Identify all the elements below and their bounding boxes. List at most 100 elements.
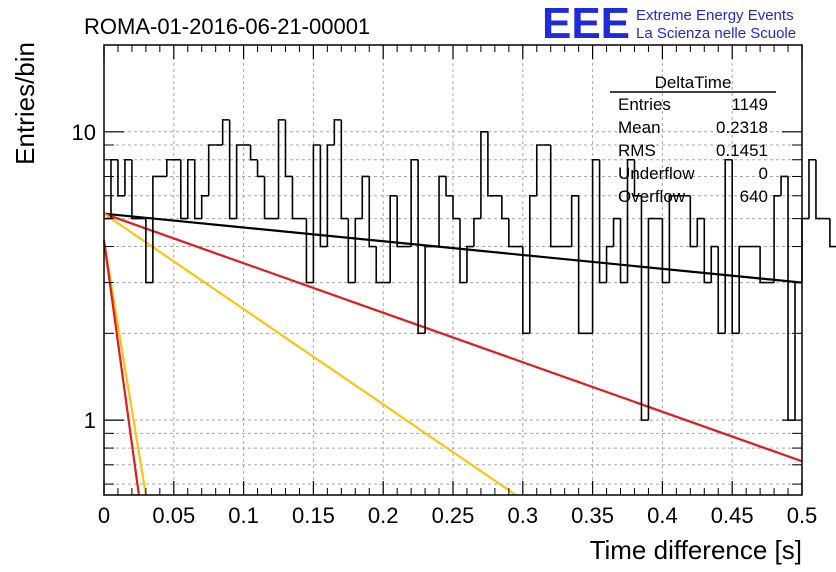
histogram-bin: [731, 159, 740, 335]
histogram-bin: [794, 281, 802, 421]
histogram-bin: [717, 246, 726, 335]
histogram-bin: [487, 131, 495, 197]
x-tick-label: 0.3: [508, 503, 539, 528]
histogram-bin: [535, 144, 544, 196]
histogram-bin: [780, 175, 789, 196]
histogram-bin: [438, 175, 447, 247]
histogram-bin: [361, 175, 370, 219]
grid: [104, 45, 802, 495]
stats-value-entries: 1149: [731, 95, 768, 114]
histogram-bin: [445, 176, 453, 197]
histogram-bin: [117, 159, 125, 197]
stats-label-rms: RMS: [618, 141, 656, 160]
fit-line: [103, 212, 517, 496]
histogram-bin: [661, 218, 670, 284]
histogram-bin: [466, 245, 474, 283]
x-tick-label: 0.1: [228, 503, 259, 528]
y-tick-label: 10: [72, 120, 96, 145]
histogram-bin: [668, 194, 677, 283]
histogram-bin: [424, 245, 433, 334]
histogram-bin: [277, 119, 286, 219]
fit-line: [103, 212, 803, 463]
stats-value-overflow: 640: [740, 187, 768, 206]
histogram-bin: [333, 119, 342, 145]
histogram-bin: [501, 195, 509, 220]
histogram-bin: [124, 158, 132, 196]
histogram-bin: [221, 119, 230, 145]
histogram-bin: [612, 217, 621, 247]
stats-box: DeltaTime Entries 1149 Mean 0.2318 RMS 0…: [610, 73, 776, 206]
histogram-bin: [591, 158, 600, 334]
histogram: [104, 119, 836, 421]
histogram-bin: [801, 217, 809, 283]
histogram-bin: [207, 144, 216, 196]
histogram-bin: [410, 158, 419, 247]
x-tick-label: 0.45: [711, 503, 754, 528]
histogram-bin: [347, 218, 356, 284]
histogram-bin: [131, 159, 139, 220]
stats-value-underflow: 0: [759, 164, 768, 183]
histogram-bin: [179, 159, 188, 220]
stats-label-overflow: Overflow: [618, 187, 686, 206]
x-tick-label: 0.5: [787, 503, 818, 528]
histogram-bin: [249, 144, 258, 161]
histogram-bin: [577, 195, 586, 335]
histogram-bin: [815, 159, 823, 220]
histogram-bin: [200, 194, 209, 219]
axis-ticks: 0 0.05 0.1 0.15 0.2 0.25 0.3 0.35 0.4 0.45 0.5 1 10: [72, 45, 818, 528]
histogram-bin: [193, 159, 202, 220]
histogram-bin: [724, 158, 733, 334]
histogram-bin: [145, 218, 153, 284]
stats-label-mean: Mean: [618, 118, 661, 137]
histogram-bin: [326, 144, 335, 247]
histogram-bin: [396, 195, 405, 248]
histogram-bin: [284, 119, 293, 178]
x-tick-label: 0.05: [152, 503, 195, 528]
histogram-bin: [228, 119, 237, 220]
histogram-bin: [773, 194, 782, 283]
x-tick-label: 0.15: [292, 503, 335, 528]
y-axis-label: Entries/bin: [10, 42, 40, 165]
histogram-bin: [808, 158, 816, 219]
histogram-bin: [528, 194, 537, 334]
histogram-bin: [570, 194, 579, 247]
logo-line-1: Extreme Energy Events: [636, 7, 794, 24]
histogram-bin: [640, 195, 649, 421]
histogram-bin: [598, 159, 607, 284]
histogram-bin: [626, 158, 635, 283]
histogram-bin: [354, 217, 363, 283]
histogram-bin: [375, 246, 384, 284]
histogram-bin: [319, 144, 328, 248]
histogram-bin: [110, 158, 118, 219]
histogram-bin: [703, 218, 712, 284]
histogram-bin: [459, 218, 467, 284]
eee-logo: EEE: [542, 0, 630, 48]
histogram-bin: [152, 175, 160, 283]
histogram-bin: [417, 159, 426, 335]
histogram-bin: [633, 159, 642, 197]
x-tick-label: 0.2: [368, 503, 399, 528]
histogram-bin: [605, 245, 614, 283]
x-axis-label: Time difference [s]: [590, 535, 802, 565]
histogram-bin: [759, 246, 768, 284]
histogram-bin: [186, 158, 195, 219]
stats-value-mean: 0.2318: [716, 118, 768, 137]
histogram-bin: [508, 218, 516, 248]
histogram-bin: [368, 176, 377, 248]
histogram-bin: [738, 245, 747, 334]
histogram-bin: [549, 144, 558, 248]
histogram-bin: [235, 144, 244, 219]
histogram-bin: [647, 217, 656, 421]
histogram-bin: [452, 195, 460, 220]
histogram-bin: [263, 176, 272, 220]
stats-label-entries: Entries: [618, 95, 671, 114]
histogram-bin: [256, 159, 265, 178]
histogram-bin: [787, 176, 796, 421]
x-tick-label: 0.25: [432, 503, 475, 528]
histogram-bin: [291, 176, 300, 220]
x-tick-label: 0.4: [647, 503, 678, 528]
histogram-bin: [480, 130, 488, 219]
fit-line: [103, 212, 803, 284]
stats-title: DeltaTime: [655, 73, 732, 92]
histogram-bin: [166, 158, 174, 177]
